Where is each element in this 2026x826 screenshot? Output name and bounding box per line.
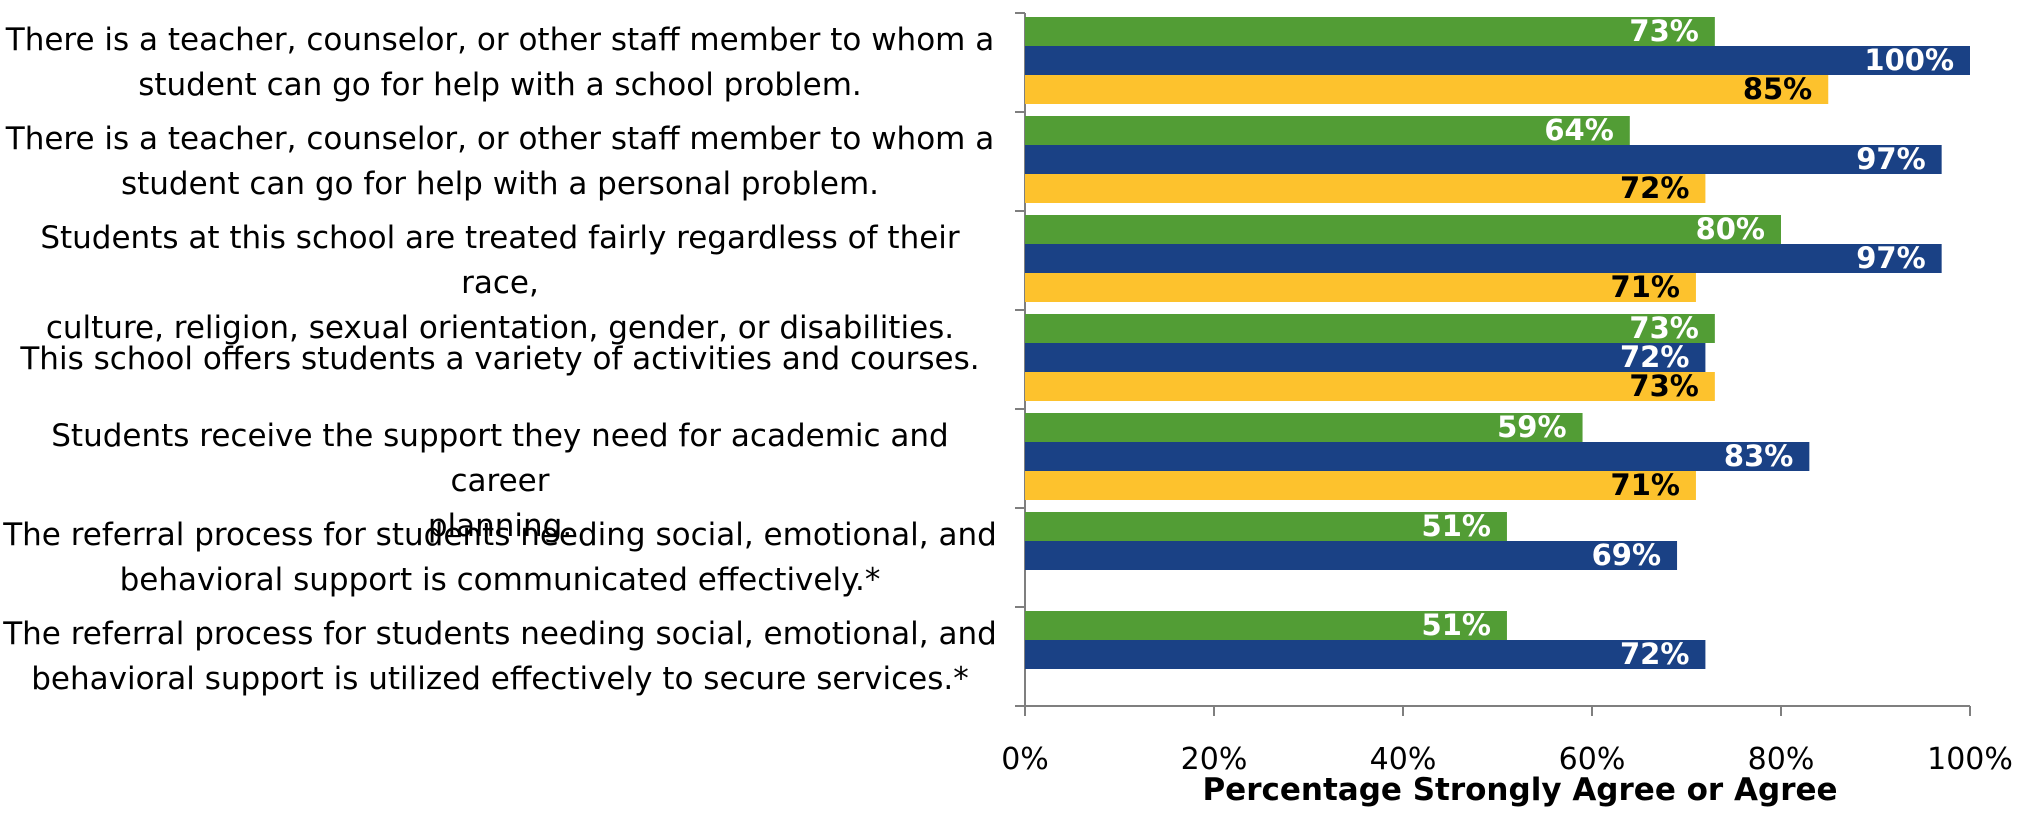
category-label: There is a teacher, counselor, or other … <box>5 21 995 103</box>
data-label: 72% <box>1620 340 1689 374</box>
data-label: 83% <box>1724 439 1793 473</box>
x-tick-label: 80% <box>1748 742 1815 777</box>
bar <box>1025 372 1715 401</box>
data-label: 69% <box>1592 538 1661 572</box>
bar <box>1025 116 1630 145</box>
category-label: There is a teacher, counselor, or other … <box>5 120 995 202</box>
data-label: 51% <box>1422 509 1491 543</box>
x-tick-label: 40% <box>1370 742 1437 777</box>
data-label: 73% <box>1629 14 1698 48</box>
data-label: 100% <box>1864 43 1954 77</box>
bar <box>1025 174 1706 203</box>
data-label: 97% <box>1856 142 1925 176</box>
bar <box>1025 640 1706 669</box>
bar <box>1025 314 1715 343</box>
data-label: 73% <box>1629 311 1698 345</box>
bar <box>1025 215 1781 244</box>
bar <box>1025 343 1706 372</box>
category-label: Students receive the support they need f… <box>51 417 949 544</box>
bar <box>1025 413 1583 442</box>
x-tick-label: 20% <box>1181 742 1248 777</box>
data-label: 71% <box>1611 270 1680 304</box>
data-label: 71% <box>1611 468 1680 502</box>
bar <box>1025 75 1829 104</box>
data-label: 73% <box>1629 369 1698 403</box>
data-label: 97% <box>1856 241 1925 275</box>
bar <box>1025 46 1970 75</box>
bar <box>1025 145 1942 174</box>
category-label: The referral process for students needin… <box>3 615 997 697</box>
data-label: 80% <box>1696 212 1765 246</box>
bar <box>1025 471 1696 500</box>
category-label: Students at this school are treated fair… <box>40 219 960 346</box>
bar <box>1025 611 1507 640</box>
data-label: 64% <box>1544 113 1613 147</box>
bar <box>1025 17 1715 46</box>
data-label: 72% <box>1620 637 1689 671</box>
data-label: 85% <box>1743 72 1812 106</box>
bar <box>1025 273 1696 302</box>
x-tick-label: 100% <box>1927 742 2013 777</box>
x-tick-label: 60% <box>1559 742 1626 777</box>
category-label: The referral process for students needin… <box>3 516 997 598</box>
bar <box>1025 244 1942 273</box>
data-label: 59% <box>1497 410 1566 444</box>
data-label: 51% <box>1422 608 1491 642</box>
x-tick-label: 0% <box>1001 742 1049 777</box>
bar <box>1025 541 1678 570</box>
bar <box>1025 512 1507 541</box>
category-label: This school offers students a variety of… <box>20 341 980 377</box>
x-axis-title: Percentage Strongly Agree or Agree <box>1202 772 1838 808</box>
bar <box>1025 442 1810 471</box>
data-label: 72% <box>1620 171 1689 205</box>
